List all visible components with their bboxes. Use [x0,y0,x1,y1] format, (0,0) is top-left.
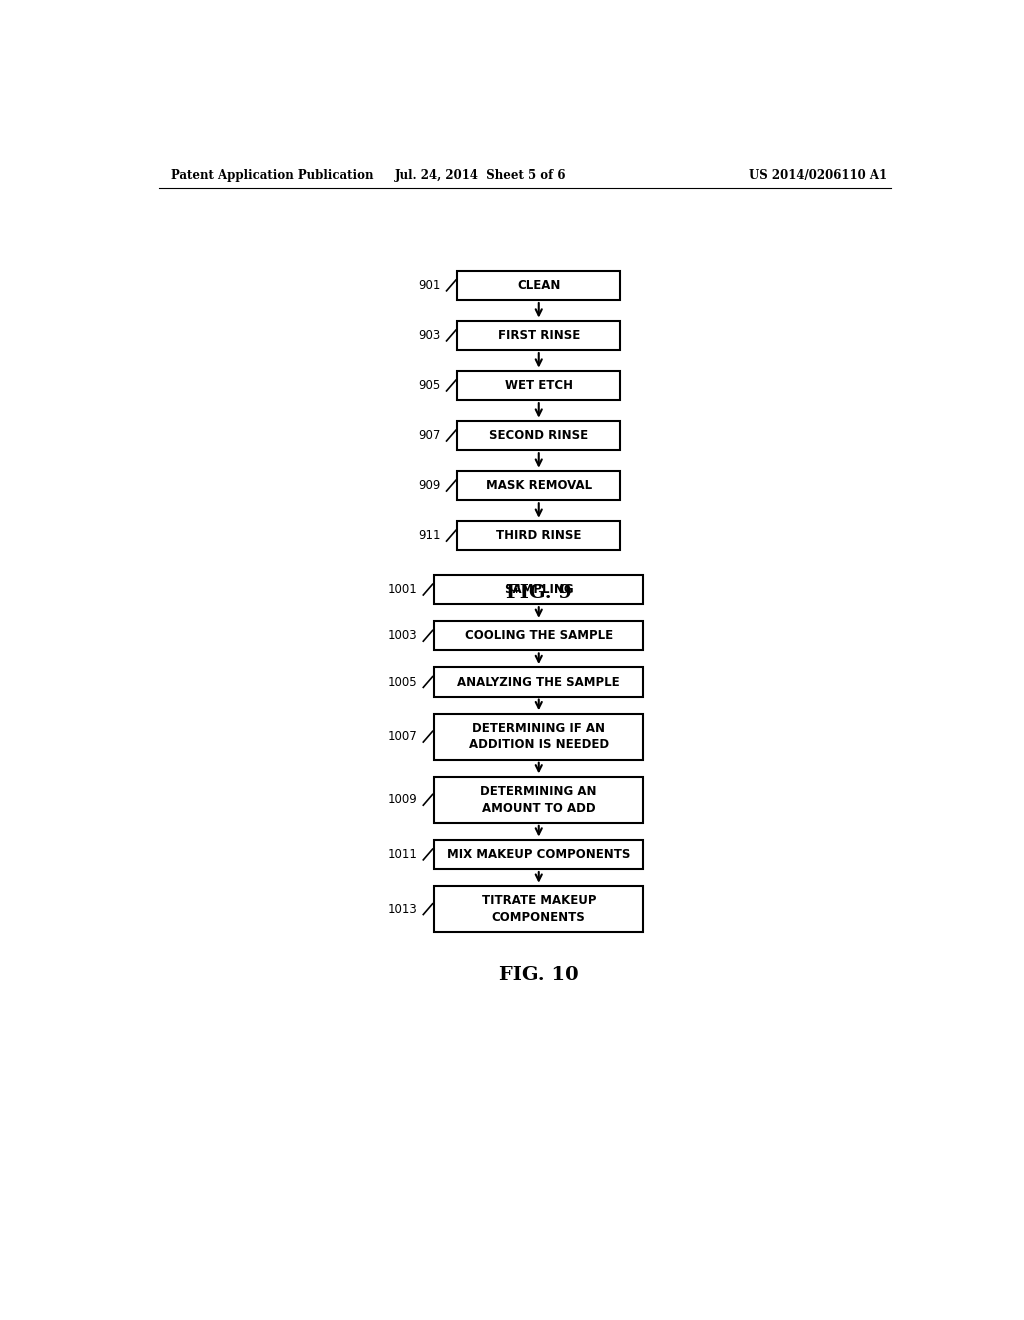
Text: 905: 905 [418,379,440,392]
Text: DETERMINING AN
AMOUNT TO ADD: DETERMINING AN AMOUNT TO ADD [480,785,597,814]
Text: 1001: 1001 [387,583,417,597]
Text: 1005: 1005 [387,676,417,689]
Text: 907: 907 [418,429,440,442]
FancyBboxPatch shape [434,840,643,869]
Text: 909: 909 [418,479,440,492]
Text: COOLING THE SAMPLE: COOLING THE SAMPLE [465,630,612,643]
Text: FIRST RINSE: FIRST RINSE [498,329,580,342]
Text: SAMPLING: SAMPLING [504,583,573,597]
FancyBboxPatch shape [434,576,643,605]
FancyBboxPatch shape [434,714,643,760]
Text: 1007: 1007 [387,730,417,743]
FancyBboxPatch shape [458,521,621,550]
Text: WET ETCH: WET ETCH [505,379,572,392]
FancyBboxPatch shape [458,321,621,350]
Text: 911: 911 [418,529,440,543]
FancyBboxPatch shape [434,776,643,822]
Text: FIG. 10: FIG. 10 [499,966,579,983]
FancyBboxPatch shape [434,622,643,651]
Text: TITRATE MAKEUP
COMPONENTS: TITRATE MAKEUP COMPONENTS [481,895,596,924]
FancyBboxPatch shape [458,371,621,400]
Text: 903: 903 [418,329,440,342]
FancyBboxPatch shape [434,886,643,932]
Text: 901: 901 [418,279,440,292]
Text: US 2014/0206110 A1: US 2014/0206110 A1 [749,169,887,182]
Text: 1013: 1013 [387,903,417,916]
FancyBboxPatch shape [458,471,621,500]
Text: MIX MAKEUP COMPONENTS: MIX MAKEUP COMPONENTS [447,847,631,861]
Text: DETERMINING IF AN
ADDITION IS NEEDED: DETERMINING IF AN ADDITION IS NEEDED [469,722,609,751]
FancyBboxPatch shape [434,668,643,697]
Text: Jul. 24, 2014  Sheet 5 of 6: Jul. 24, 2014 Sheet 5 of 6 [395,169,566,182]
Text: 1003: 1003 [387,630,417,643]
Text: 1009: 1009 [387,793,417,807]
Text: 1011: 1011 [387,847,417,861]
Text: CLEAN: CLEAN [517,279,560,292]
Text: MASK REMOVAL: MASK REMOVAL [485,479,592,492]
FancyBboxPatch shape [458,421,621,450]
Text: FIG. 9: FIG. 9 [506,583,571,602]
Text: SECOND RINSE: SECOND RINSE [489,429,589,442]
FancyBboxPatch shape [458,271,621,300]
Text: THIRD RINSE: THIRD RINSE [496,529,582,543]
Text: ANALYZING THE SAMPLE: ANALYZING THE SAMPLE [458,676,621,689]
Text: Patent Application Publication: Patent Application Publication [171,169,373,182]
